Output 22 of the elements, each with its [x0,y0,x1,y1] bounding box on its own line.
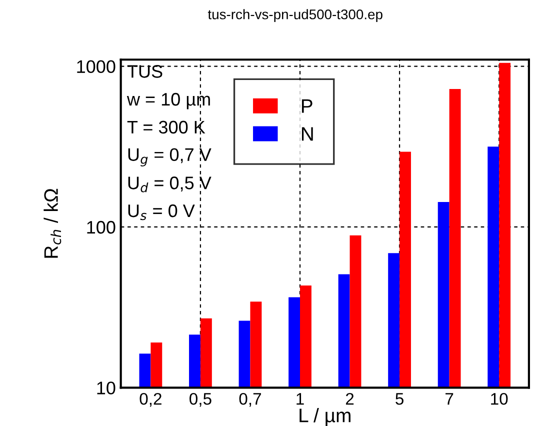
chart-title: tus-rch-vs-pn-ud500-t300.ep [208,9,382,22]
annotation: U$_{s}$ = 0 V [128,204,195,220]
annotation: T = 300 K [127,120,206,134]
y-axis-title: R$_{ch}$ / kΩ [44,188,62,258]
legend-label: N [302,127,313,141]
x-tick-label: 7 [446,393,454,405]
x-tick-label: 2 [346,392,354,405]
y-tick-label: 1000 [77,60,116,74]
x-tick-label: 0,2 [140,392,162,407]
legend-label: P [302,99,312,113]
y-tick-label: 100 [87,220,116,234]
annotation: U$_{d}$ = 0,5 V [128,176,212,192]
annotation: w = 10 µm [126,92,210,110]
x-tick-label: 10 [491,392,508,405]
y-tick-label: 10 [97,382,116,394]
annotation: U$_{g}$ = 0,7 V [128,148,212,166]
x-tick-label: 0,7 [239,392,261,407]
x-tick-label: 5 [396,393,404,405]
x-tick-label: 1 [296,393,304,405]
x-axis-title: L / µm [300,408,350,426]
annotation: TUS [127,65,162,78]
x-tick-label: 0,5 [190,392,212,407]
